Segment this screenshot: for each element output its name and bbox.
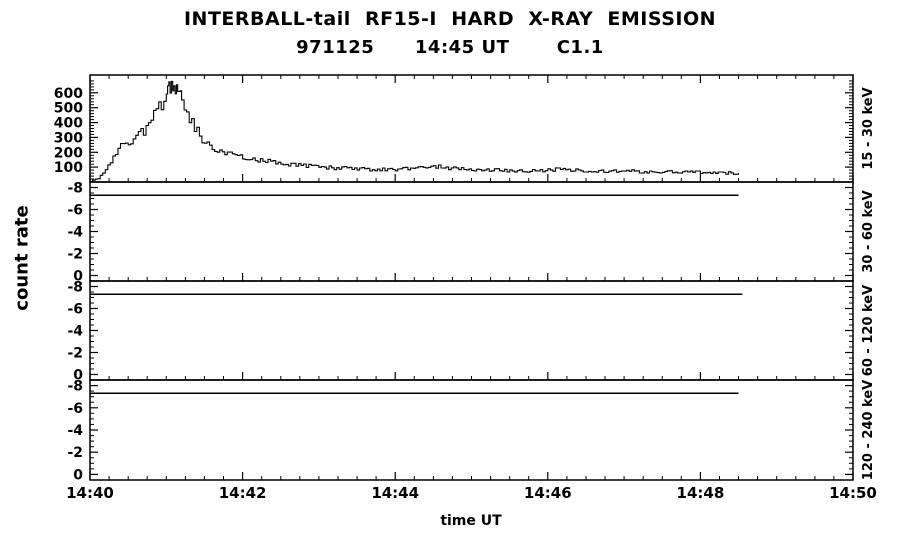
y-tick-label: -2 (67, 247, 83, 263)
x-tick-label: 14:44 (371, 484, 419, 502)
panel-border-30-60keV (89, 181, 854, 282)
y-tick-label: -6 (67, 302, 83, 318)
y-tick-label: 0 (73, 368, 83, 384)
right-axis-label-60-120keV: 60 - 120 keV (861, 285, 876, 376)
x-tick-label: 14:48 (677, 484, 725, 502)
lightcurve-15-30keV (90, 80, 740, 182)
y-tick-label: -2 (67, 346, 83, 362)
right-axis-label-120-240keV: 120 - 240 keV (861, 380, 876, 480)
y-tick-label: -4 (67, 423, 83, 439)
x-tick-label: 14:46 (524, 484, 572, 502)
y-tick-label: -8 (67, 181, 83, 197)
panel-border-60-120keV (89, 280, 854, 381)
chart-title: INTERBALL-tail RF15-I HARD X-RAY EMISSIO… (183, 8, 717, 30)
y-tick-label: -4 (67, 225, 83, 241)
y-tick-label: 500 (54, 101, 83, 117)
y-tick-label: -8 (67, 280, 83, 296)
y-tick-label: 0 (73, 467, 83, 483)
x-axis-label: time UT (440, 513, 502, 529)
right-axis-label-30-60keV: 30 - 60 keV (861, 190, 876, 272)
x-tick-label: 14:50 (829, 484, 877, 502)
x-tick-label: 14:40 (66, 484, 114, 502)
y-tick-label: -4 (67, 324, 83, 340)
y-tick-label: 200 (54, 145, 83, 161)
chart-subtitle: 971125 14:45 UT C1.1 (296, 37, 604, 58)
y-tick-label: -6 (67, 203, 83, 219)
y-tick-label: -2 (67, 445, 83, 461)
y-tick-label: 100 (54, 160, 83, 176)
y-tick-label: 0 (73, 269, 83, 285)
y-tick-label: -6 (67, 401, 83, 417)
y-tick-label: 400 (54, 116, 83, 132)
y-tick-label: 600 (54, 86, 83, 102)
x-tick-label: 14:42 (219, 484, 267, 502)
y-tick-label: 300 (54, 130, 83, 146)
y-tick-label: -8 (67, 379, 83, 395)
panel-border-15-30keV (89, 74, 854, 183)
panel-border-120-240keV (89, 379, 854, 481)
right-axis-label-15-30keV: 15 - 30 keV (861, 87, 876, 169)
